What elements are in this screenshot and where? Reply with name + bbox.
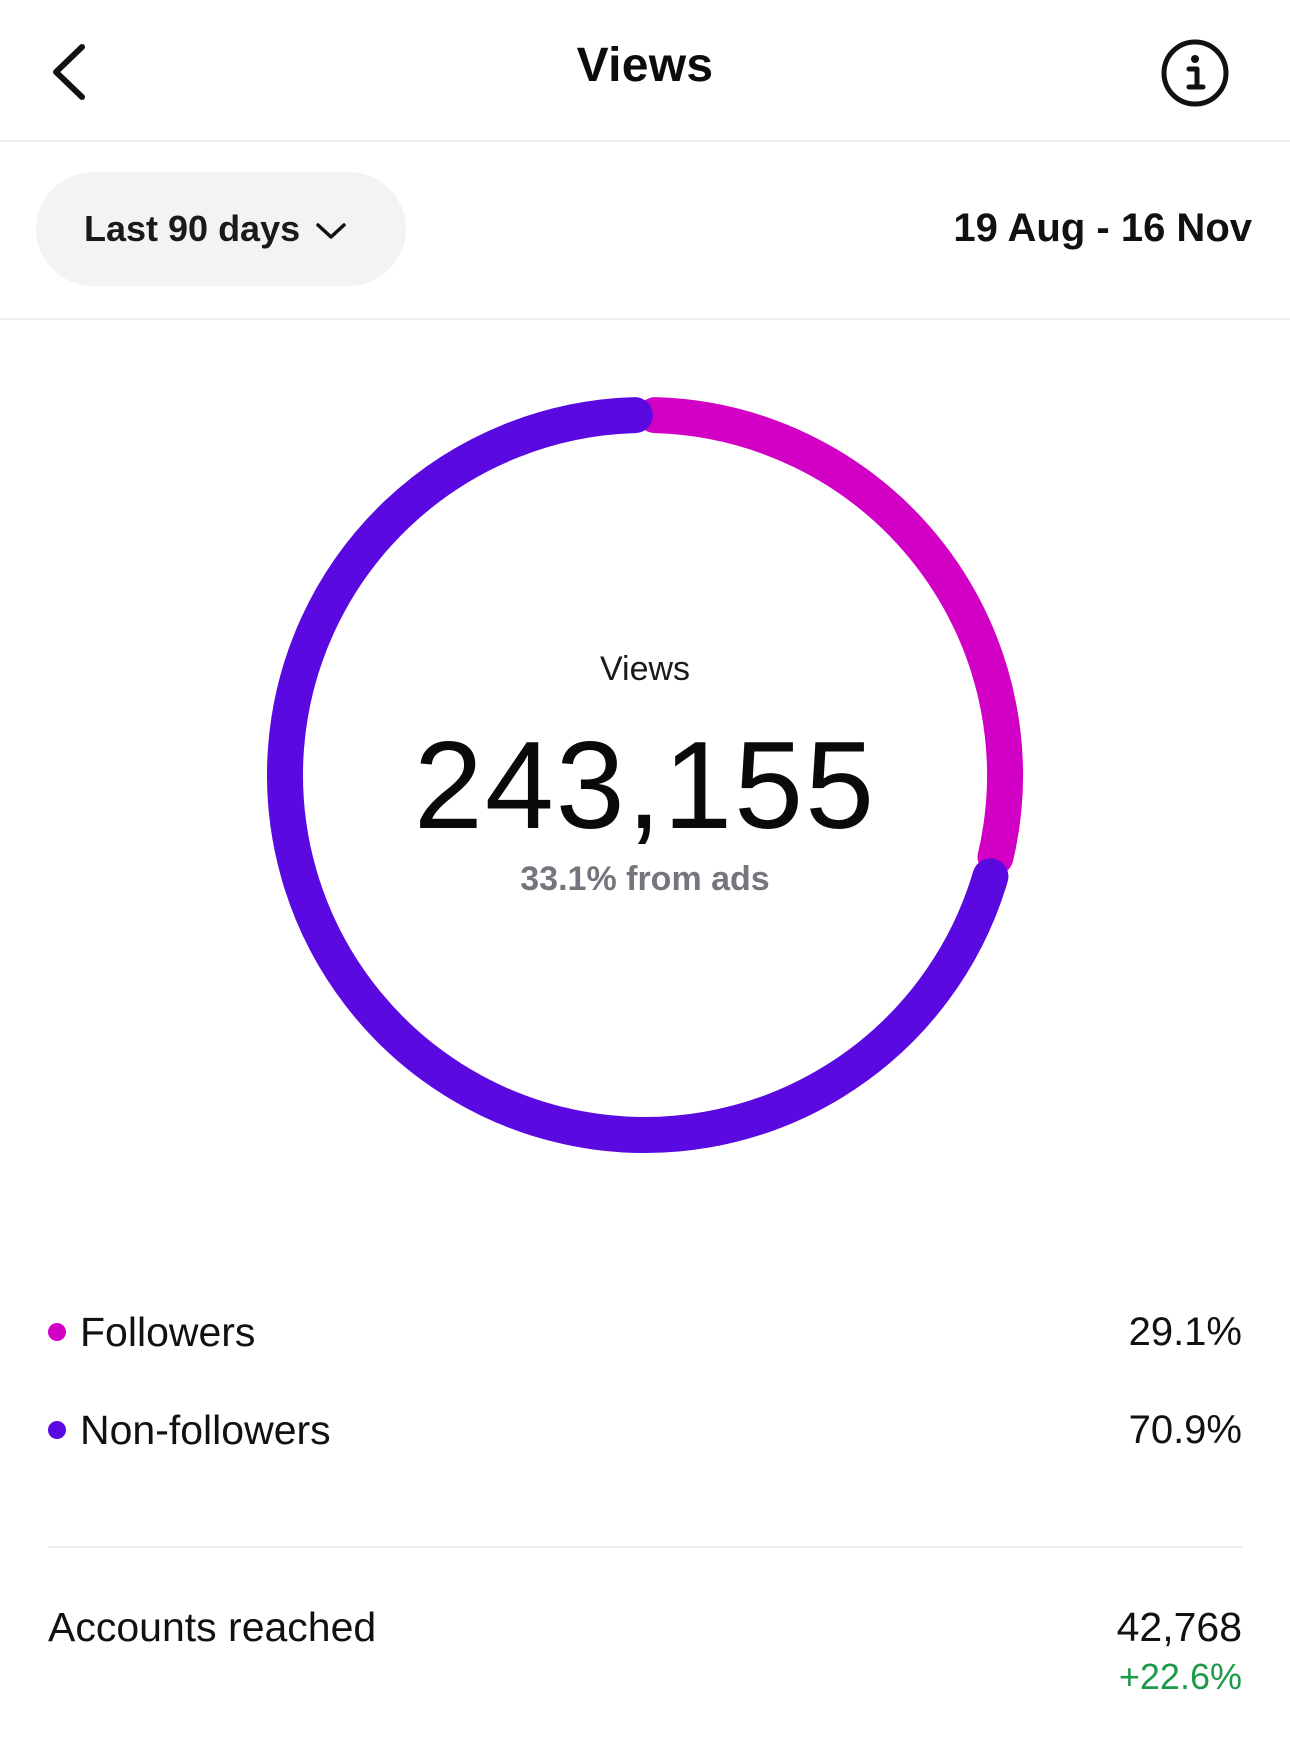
views-donut-chart: Views 243,155 33.1% from ads bbox=[0, 320, 1290, 1200]
date-range-text: 19 Aug - 16 Nov bbox=[953, 206, 1252, 250]
page-title: Views bbox=[576, 39, 714, 92]
top-bar: Views bbox=[0, 0, 1290, 142]
date-range-dropdown[interactable]: Last 90 days bbox=[36, 172, 406, 286]
followers-dot bbox=[48, 1323, 66, 1341]
date-range-dropdown-label: Last 90 days bbox=[84, 208, 301, 249]
back-button[interactable] bbox=[30, 34, 110, 114]
donut-segment-followers bbox=[637, 397, 1023, 875]
legend-item-non-followers: Non-followers 70.9% bbox=[48, 1400, 1242, 1460]
ads-note: 33.1% from ads bbox=[520, 860, 770, 898]
chevron-left-icon bbox=[48, 39, 92, 110]
legend-label: Followers bbox=[80, 1308, 256, 1355]
donut-center-value: 243,155 bbox=[413, 717, 877, 855]
chevron-down-icon bbox=[314, 220, 348, 242]
legend-item-followers: Followers 29.1% bbox=[48, 1302, 1242, 1362]
info-icon bbox=[1159, 37, 1231, 114]
accounts-reached-change: +22.6% bbox=[1118, 1656, 1242, 1697]
legend-label: Non-followers bbox=[80, 1406, 331, 1453]
section-divider bbox=[48, 1546, 1242, 1548]
filter-row: Last 90 days 19 Aug - 16 Nov bbox=[0, 140, 1290, 320]
donut-center-label: Views bbox=[599, 650, 691, 688]
info-button[interactable] bbox=[1158, 38, 1232, 112]
donut-segment-non-followers bbox=[267, 397, 1009, 1153]
accounts-reached-label: Accounts reached bbox=[48, 1604, 377, 1650]
non-followers-dot bbox=[48, 1421, 66, 1439]
legend-percent: 70.9% bbox=[1128, 1407, 1242, 1452]
donut-svg bbox=[267, 397, 1023, 1153]
accounts-reached-value: 42,768 bbox=[1116, 1604, 1242, 1650]
legend-percent: 29.1% bbox=[1128, 1309, 1242, 1354]
